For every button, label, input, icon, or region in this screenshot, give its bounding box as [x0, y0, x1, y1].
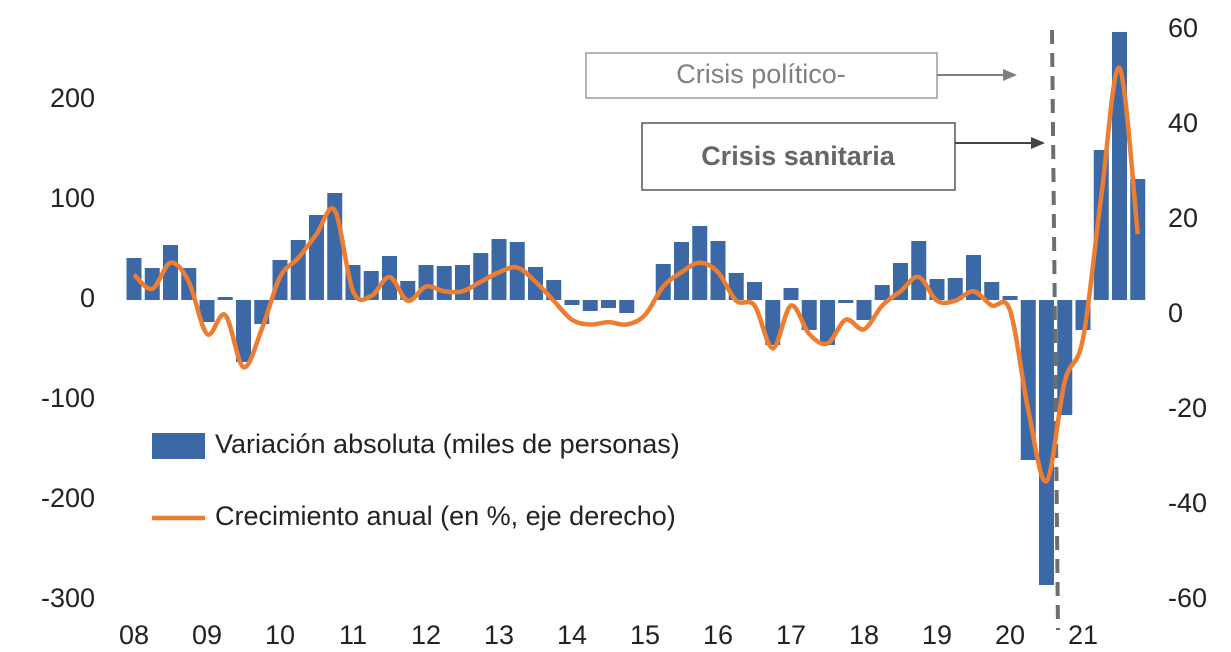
bar — [601, 300, 616, 308]
bar — [509, 242, 525, 300]
bar — [619, 300, 635, 313]
legend-swatch — [152, 433, 205, 459]
x-tick-label: 19 — [922, 620, 952, 650]
bar — [436, 266, 452, 300]
bar — [765, 300, 781, 345]
bar — [1057, 300, 1073, 415]
bar — [783, 288, 799, 300]
bar — [455, 265, 470, 300]
bar — [1002, 296, 1018, 300]
bar — [820, 300, 835, 345]
y2-tick-label: 0 — [1168, 298, 1183, 328]
bar — [984, 282, 1000, 300]
x-tick-label: 14 — [557, 620, 587, 650]
x-tick-label: 17 — [776, 620, 806, 650]
y2-tick-label: -60 — [1168, 583, 1207, 613]
y-tick-label: -300 — [41, 583, 95, 613]
x-tick-label: 09 — [192, 620, 222, 650]
y-tick-label: 200 — [50, 83, 95, 113]
bar — [966, 255, 981, 300]
bar — [564, 300, 580, 305]
bar — [126, 258, 142, 300]
line — [132, 65, 1140, 484]
bar — [747, 282, 762, 300]
bar — [1093, 150, 1109, 300]
arrow-head — [1003, 69, 1017, 81]
annotation-box — [585, 52, 938, 99]
y2-tick-label: 60 — [1168, 13, 1198, 43]
bar — [947, 278, 963, 300]
x-tick-label: 15 — [630, 620, 660, 650]
y2-tick-label: 20 — [1168, 203, 1198, 233]
y2-tick-label: 40 — [1168, 108, 1198, 138]
bar — [1039, 300, 1054, 585]
y-tick-label: 100 — [50, 183, 95, 213]
x-tick-label: 08 — [119, 620, 149, 650]
y-tick-label: 0 — [80, 283, 95, 313]
bar — [582, 300, 598, 311]
bar — [473, 253, 489, 300]
bar — [418, 265, 434, 300]
x-tick-label: 21 — [1068, 620, 1098, 650]
bar — [874, 285, 890, 300]
bar — [163, 245, 178, 300]
y-tick-label: -200 — [41, 483, 95, 513]
annotation: Crisis sanitaria — [701, 141, 896, 171]
bar — [801, 300, 817, 330]
x-tick-label: 18 — [849, 620, 879, 650]
arrow-head — [1031, 137, 1045, 149]
x-tick-label: 16 — [703, 620, 733, 650]
annotation-box — [641, 122, 956, 191]
bar — [911, 241, 927, 300]
legend-label: Crecimiento anual (en %, eje derecho) — [215, 501, 676, 531]
x-tick-label: 10 — [265, 620, 295, 650]
y-tick-label: -100 — [41, 383, 95, 413]
bar — [491, 239, 507, 300]
y2-tick-label: -20 — [1168, 393, 1207, 423]
bar — [856, 300, 872, 320]
x-tick-label: 11 — [339, 620, 367, 650]
bar — [236, 300, 251, 362]
x-tick-label: 12 — [411, 620, 441, 650]
bar — [199, 300, 215, 322]
x-tick-label: 13 — [484, 620, 514, 650]
event-line — [1050, 29, 1060, 631]
bar — [144, 268, 160, 300]
legend-label: Variación absoluta (miles de personas) — [215, 429, 680, 459]
x-tick-label: 20 — [995, 620, 1025, 650]
y2-tick-label: -40 — [1168, 488, 1207, 518]
annotation: Crisis político- — [676, 59, 846, 89]
bar — [838, 300, 854, 303]
bar — [217, 297, 233, 300]
